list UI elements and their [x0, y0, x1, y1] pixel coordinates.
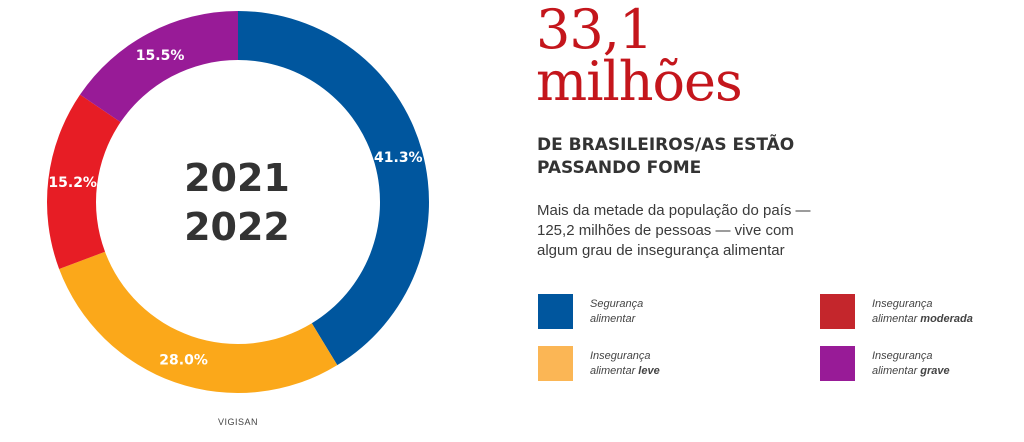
legend-swatch-moderada — [820, 294, 855, 329]
slice-label-leve: 28.0% — [159, 352, 208, 368]
legend-label-leve: Insegurança alimentar leve — [590, 349, 660, 377]
donut-slice-leve — [59, 251, 338, 393]
legend-label-grave: Insegurança alimentar grave — [872, 349, 950, 377]
slice-label-seguranca: 41.3% — [374, 150, 423, 166]
description-line2: 125,2 milhões de pessoas — vive com — [537, 222, 794, 239]
headline-subtitle-line1: DE BRASILEIROS/AS ESTÃO — [537, 135, 795, 155]
donut-slices — [47, 11, 429, 393]
description-text: Mais da metade da população do país — 12… — [537, 201, 837, 261]
donut-slice-grave — [80, 11, 238, 123]
donut-chart: 41.3% 28.0% 15.2% 15.5% 2021 2022 — [47, 11, 429, 393]
headline-subtitle: DE BRASILEIROS/AS ESTÃO PASSANDO FOME — [537, 134, 837, 180]
slice-labels: 41.3% 28.0% 15.2% 15.5% — [48, 48, 422, 368]
slice-label-moderada: 15.2% — [48, 175, 97, 191]
headline-subtitle-line2: PASSANDO FOME — [537, 158, 702, 178]
legend-swatch-grave — [820, 346, 855, 381]
legend-swatch-leve — [538, 346, 573, 381]
headline-number-line2: milhões — [536, 50, 743, 113]
legend-swatch-seguranca — [538, 294, 573, 329]
center-year-1: 2021 — [184, 156, 290, 200]
legend-item-seguranca: Segurança alimentar — [538, 294, 643, 329]
slice-label-grave: 15.5% — [136, 48, 185, 64]
legend-item-grave: Insegurança alimentar grave — [820, 346, 950, 381]
description-line3: algum grau de insegurança alimentar — [537, 242, 785, 259]
legend-item-leve: Insegurança alimentar leve — [538, 346, 660, 381]
center-year-2: 2022 — [184, 205, 290, 249]
source-label: VIGISAN — [217, 417, 258, 427]
donut-slice-seguranca — [238, 11, 429, 366]
headline-number: 33,1 milhões — [536, 0, 743, 113]
legend-label-moderada: Insegurança alimentar moderada — [872, 297, 973, 325]
legend-label-seguranca: Segurança alimentar — [590, 297, 644, 325]
headline-number-line1: 33,1 — [536, 0, 653, 61]
description-line1: Mais da metade da população do país — — [537, 202, 811, 219]
legend-item-moderada: Insegurança alimentar moderada — [820, 294, 973, 329]
donut-slice-moderada — [47, 94, 121, 269]
